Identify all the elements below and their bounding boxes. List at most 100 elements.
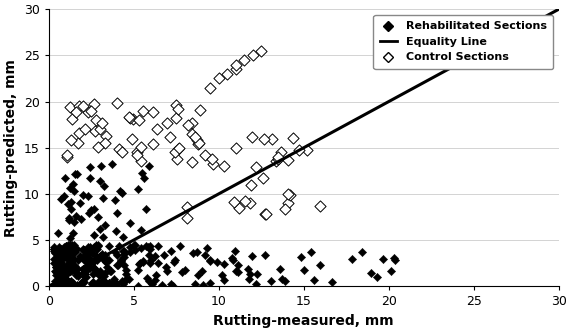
Point <box>88 280 97 285</box>
Point <box>174 147 183 152</box>
Point <box>146 258 155 263</box>
Point <box>214 76 223 81</box>
Point <box>70 242 79 247</box>
Point <box>149 109 158 115</box>
Point <box>177 270 186 275</box>
Point <box>67 242 77 248</box>
Point <box>55 274 65 280</box>
Point <box>117 150 126 155</box>
Point <box>65 261 74 266</box>
Point <box>91 117 100 123</box>
Point <box>110 280 119 285</box>
Point <box>79 280 89 285</box>
Point <box>125 249 134 255</box>
Point <box>87 207 96 212</box>
Point <box>68 262 77 267</box>
Point <box>260 136 269 142</box>
Point <box>64 252 73 257</box>
Point <box>80 256 89 261</box>
Point <box>132 153 142 158</box>
Point <box>101 281 110 286</box>
Point <box>53 283 62 289</box>
Point <box>227 255 236 261</box>
Point <box>118 282 127 287</box>
Point <box>161 264 170 270</box>
Point <box>132 149 142 155</box>
Point <box>253 271 262 277</box>
Point <box>153 260 162 266</box>
Point <box>72 214 81 219</box>
Point <box>65 252 74 257</box>
Point <box>102 133 111 138</box>
Point <box>152 126 162 131</box>
Point <box>94 283 103 288</box>
Point <box>112 263 121 268</box>
Point <box>119 279 128 285</box>
Point <box>328 279 337 284</box>
Legend: Rehabilitated Sections, Equality Line, Control Sections: Rehabilitated Sections, Equality Line, C… <box>373 15 553 69</box>
Point <box>144 252 153 258</box>
Point <box>81 248 90 254</box>
Point <box>92 243 101 248</box>
Point <box>79 267 88 272</box>
Point <box>89 259 98 265</box>
Point <box>107 269 116 274</box>
Point <box>115 243 124 248</box>
Point <box>57 267 66 272</box>
Point <box>139 175 148 181</box>
Point <box>118 234 127 239</box>
Point <box>96 281 106 286</box>
Point <box>61 254 70 260</box>
Point <box>49 244 58 249</box>
Point <box>57 252 66 257</box>
Point <box>51 268 60 273</box>
Point <box>73 171 82 176</box>
Point <box>296 254 305 260</box>
Point <box>95 268 104 273</box>
Point <box>104 283 113 288</box>
Point <box>117 190 126 195</box>
Point <box>95 272 104 277</box>
Point <box>78 280 87 285</box>
Point <box>97 251 106 257</box>
Point <box>248 253 257 258</box>
Point <box>69 256 78 261</box>
Point <box>112 210 122 216</box>
Point <box>379 257 388 262</box>
Point <box>206 280 215 286</box>
Point <box>116 258 126 263</box>
Point <box>112 100 122 106</box>
Point <box>228 257 238 263</box>
Point <box>231 62 240 67</box>
Point <box>288 136 297 141</box>
Point <box>180 268 189 273</box>
Point <box>171 103 180 108</box>
Point <box>90 101 99 107</box>
Point <box>81 258 90 264</box>
Point <box>104 281 113 286</box>
Point <box>97 163 106 169</box>
Point <box>58 266 67 271</box>
Point <box>65 104 74 109</box>
Point <box>78 104 87 109</box>
Point <box>278 276 287 282</box>
Point <box>93 246 102 251</box>
Point <box>110 249 119 255</box>
Point <box>95 253 104 258</box>
Point <box>138 109 147 114</box>
Point <box>85 175 94 181</box>
Point <box>69 257 78 262</box>
Point <box>134 268 143 273</box>
Point <box>60 270 69 276</box>
Point <box>64 242 73 248</box>
Point <box>85 261 94 267</box>
Point <box>104 257 114 262</box>
Point <box>73 266 82 272</box>
Point <box>58 282 67 287</box>
Point <box>231 66 240 72</box>
Point <box>62 154 71 159</box>
Point <box>61 175 70 181</box>
Point <box>55 280 64 285</box>
Point <box>231 248 240 253</box>
Point <box>196 108 205 113</box>
